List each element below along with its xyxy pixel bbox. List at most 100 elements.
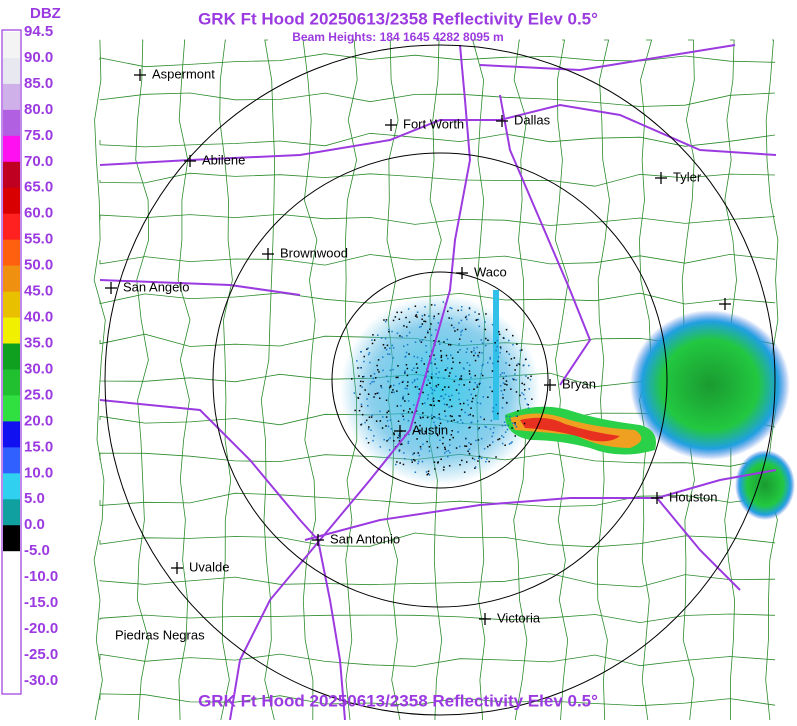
- speckle-dot: [397, 365, 399, 367]
- speckle-dot: [380, 386, 383, 389]
- speckle-dot: [412, 458, 415, 461]
- speckle-dot: [477, 354, 479, 357]
- speckle-dot: [459, 445, 461, 448]
- speckle-dot: [373, 435, 375, 437]
- speckle-dot: [459, 378, 461, 380]
- speckle-dot: [483, 447, 486, 450]
- speckle-dot: [401, 413, 403, 415]
- speckle-dot: [432, 400, 435, 402]
- speckle-dot: [396, 332, 399, 334]
- city-label: Austin: [412, 422, 448, 437]
- city-label: Houston: [669, 489, 717, 504]
- colorbar-segment: [3, 57, 20, 85]
- speckle-dot: [431, 414, 433, 417]
- speckle-dot: [485, 313, 487, 315]
- speckle-dot: [402, 398, 404, 401]
- legend-label: 0.0: [24, 516, 45, 533]
- speckle-dot: [516, 343, 518, 345]
- legend-label: 45.0: [24, 283, 53, 300]
- speckle-dot: [419, 429, 421, 432]
- speckle-dot: [464, 316, 467, 319]
- speckle-dot: [486, 458, 488, 460]
- colorbar-segment: [3, 525, 20, 552]
- legend-label: 55.0: [24, 231, 53, 248]
- speckle-dot: [458, 322, 460, 324]
- speckle-dot: [437, 377, 439, 379]
- speckle-dot: [386, 344, 389, 347]
- speckle-dot: [504, 444, 506, 446]
- speckle-dot: [481, 342, 484, 344]
- speckle-dot: [474, 467, 476, 469]
- speckle-dot: [515, 379, 517, 381]
- speckle-dot: [477, 460, 479, 462]
- footer-title: GRK Ft Hood 20250613/2358 Reflectivity E…: [198, 691, 598, 710]
- speckle-dot: [501, 442, 504, 445]
- speckle-dot: [384, 347, 386, 349]
- speckle-dot: [388, 386, 391, 389]
- speckle-dot: [422, 391, 424, 394]
- speckle-dot: [521, 382, 523, 385]
- speckle-dot: [484, 321, 486, 323]
- speckle-dot: [391, 391, 393, 394]
- speckle-dot: [531, 398, 533, 400]
- speckle-dot: [413, 355, 415, 358]
- speckle-dot: [505, 415, 508, 418]
- speckle-dot: [356, 360, 358, 362]
- speckle-dot: [495, 404, 498, 406]
- speckle-dot: [424, 306, 426, 308]
- speckle-dot: [457, 351, 459, 353]
- speckle-dot: [402, 380, 405, 383]
- speckle-dot: [485, 460, 487, 463]
- speckle-dot: [450, 420, 453, 422]
- speckle-dot: [377, 334, 379, 336]
- speckle-dot: [502, 436, 505, 438]
- speckle-dot: [497, 412, 499, 415]
- county-line: [99, 132, 776, 148]
- speckle-dot: [375, 377, 377, 379]
- county-line: [596, 39, 610, 721]
- speckle-dot: [471, 400, 473, 403]
- speckle-dot: [503, 421, 506, 423]
- speckle-dot: [500, 390, 503, 392]
- speckle-dot: [392, 368, 394, 371]
- speckle-dot: [368, 416, 371, 418]
- colorbar-segment: [3, 421, 20, 448]
- speckle-dot: [440, 356, 442, 359]
- speckle-dot: [439, 395, 442, 398]
- speckle-dot: [518, 363, 521, 366]
- speckle-dot: [422, 416, 424, 419]
- speckle-dot: [369, 382, 372, 385]
- speckle-dot: [361, 413, 364, 416]
- speckle-dot: [505, 380, 508, 382]
- speckle-dot: [383, 319, 385, 321]
- speckle-dot: [357, 367, 359, 369]
- speckle-dot: [427, 379, 430, 381]
- speckle-dot: [402, 415, 404, 417]
- speckle-dot: [527, 377, 529, 379]
- speckle-dot: [529, 378, 532, 381]
- city-label: Bryan: [562, 376, 596, 391]
- echo-area: [630, 310, 790, 460]
- speckle-dot: [407, 381, 409, 383]
- speckle-dot: [514, 435, 516, 437]
- speckle-dot: [354, 409, 356, 412]
- speckle-dot: [460, 419, 462, 421]
- city-label: Fort Worth: [403, 116, 464, 131]
- speckle-dot: [449, 399, 451, 401]
- speckle-dot: [508, 339, 510, 342]
- county-line: [99, 532, 776, 548]
- speckle-dot: [509, 416, 511, 418]
- speckle-dot: [419, 417, 422, 419]
- speckle-dot: [414, 386, 417, 388]
- speckle-dot: [443, 397, 445, 400]
- speckle-dot: [359, 393, 361, 395]
- colorbar-segment: [3, 317, 20, 345]
- speckle-dot: [416, 367, 419, 369]
- speckle-dot: [407, 308, 410, 310]
- speckle-dot: [471, 421, 473, 423]
- speckle-dot: [498, 333, 501, 336]
- colorbar-segment: [3, 239, 20, 267]
- speckle-dot: [389, 419, 392, 421]
- speckle-dot: [427, 398, 429, 400]
- speckle-dot: [501, 435, 503, 437]
